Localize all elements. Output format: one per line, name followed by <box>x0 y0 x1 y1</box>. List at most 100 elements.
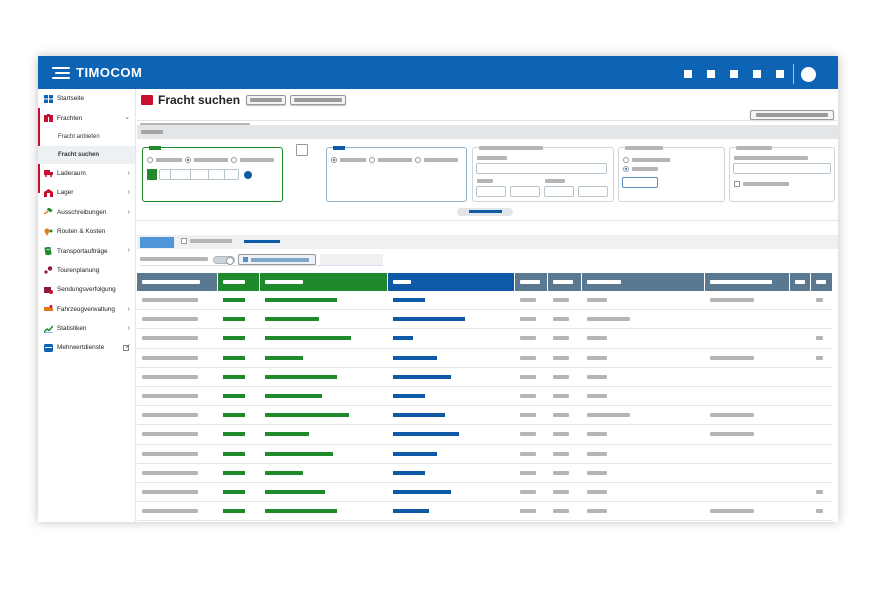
radio-option[interactable] <box>415 157 421 163</box>
country-flag-selector[interactable] <box>147 169 157 180</box>
action-button[interactable] <box>750 110 834 120</box>
table-cell <box>265 509 337 514</box>
sidebar-item-startseite[interactable]: Startseite <box>38 89 135 108</box>
warehouse-icon <box>44 188 53 197</box>
date-from-time-input[interactable] <box>510 186 540 197</box>
location-input[interactable] <box>159 169 239 180</box>
section-header[interactable] <box>137 125 838 139</box>
table-cell <box>142 432 198 437</box>
table-row[interactable] <box>137 425 832 445</box>
column-header[interactable] <box>388 273 515 291</box>
date-from-input[interactable] <box>476 186 506 197</box>
column-header[interactable] <box>515 273 548 291</box>
table-cell <box>520 470 536 475</box>
sidebar-item-tourenplanung[interactable]: Tourenplanung <box>38 261 135 280</box>
column-header[interactable] <box>705 273 790 291</box>
column-header[interactable] <box>218 273 260 291</box>
table-row[interactable] <box>137 368 832 387</box>
table-cell <box>520 317 536 322</box>
logo-text: TIMOCOM <box>76 65 143 80</box>
toggle-switch[interactable] <box>213 256 235 265</box>
column-header[interactable] <box>582 273 705 291</box>
table-cell <box>553 393 569 398</box>
sidebar-item-fahrzeugverwaltung[interactable]: Fahrzeugverwaltung › <box>38 300 135 319</box>
header-square-icon[interactable] <box>753 70 761 78</box>
sidebar-item-routen-kosten[interactable]: Routen & Kosten <box>38 222 135 241</box>
header-button[interactable] <box>246 95 286 105</box>
table-cell <box>587 470 607 475</box>
sidebar-item-lager[interactable]: Lager › <box>38 183 135 202</box>
sidebar-subitem-fracht-suchen[interactable]: Fracht suchen <box>38 145 135 164</box>
radio-option[interactable] <box>331 157 337 163</box>
column-header[interactable] <box>137 273 218 291</box>
external-link-icon[interactable] <box>123 344 130 352</box>
table-row[interactable] <box>137 406 832 426</box>
column-header[interactable] <box>790 273 811 291</box>
sidebar-subitem-fracht-anbieten[interactable]: Fracht anbieten <box>58 133 100 140</box>
table-row[interactable] <box>137 310 832 330</box>
tab-link[interactable] <box>244 240 280 243</box>
logo[interactable]: TIMOCOM <box>52 65 142 80</box>
table-cell <box>587 432 607 437</box>
radio-option[interactable] <box>231 157 237 163</box>
table-cell <box>223 509 245 514</box>
sidebar-item-transportauftraege[interactable]: Transportaufträge › <box>38 241 135 260</box>
swap-checkbox[interactable] <box>296 144 308 156</box>
column-header[interactable] <box>260 273 388 291</box>
column-header[interactable] <box>811 273 832 291</box>
sidebar-item-ausschreibungen[interactable]: Ausschreibungen › <box>38 203 135 222</box>
table-body <box>137 291 832 522</box>
table-cell <box>265 374 337 379</box>
avatar[interactable] <box>801 66 816 82</box>
radio-option[interactable] <box>147 157 153 163</box>
table-row[interactable] <box>137 329 832 349</box>
radio-option[interactable] <box>623 166 629 172</box>
checkbox[interactable] <box>734 181 740 187</box>
sidebar-item-statistiken[interactable]: Statistiken › <box>38 319 135 338</box>
table-row[interactable] <box>137 387 832 407</box>
chevron-right-icon: › <box>127 324 130 332</box>
sidebar-item-mehrwertdienste[interactable]: Mehrwertdienste <box>38 338 135 357</box>
table-cell <box>520 509 536 514</box>
column-header[interactable] <box>548 273 582 291</box>
radio-option[interactable] <box>623 157 629 163</box>
date-to-input[interactable] <box>544 186 574 197</box>
table-cell <box>816 298 823 302</box>
locate-icon[interactable] <box>244 171 252 179</box>
header-square-icon[interactable] <box>684 70 692 78</box>
tab-option[interactable] <box>181 238 232 244</box>
table-row[interactable] <box>137 349 832 368</box>
tab-active[interactable] <box>140 237 174 248</box>
header-square-icon[interactable] <box>707 70 715 78</box>
table-cell <box>816 355 823 360</box>
table-row[interactable] <box>137 483 832 503</box>
table-header <box>137 273 832 291</box>
sidebar-item-sendungsverfolgung[interactable]: Sendungsverfolgung <box>38 280 135 299</box>
weight-input[interactable] <box>622 177 658 188</box>
header-button[interactable] <box>290 95 346 105</box>
chevron-down-icon[interactable]: ⌄ <box>124 114 130 122</box>
table-row[interactable] <box>137 464 832 483</box>
date-to-time-input[interactable] <box>578 186 608 197</box>
filter-button[interactable] <box>238 254 316 265</box>
table-cell <box>223 374 245 379</box>
table-cell <box>393 298 425 302</box>
table-cell <box>393 374 451 379</box>
sidebar-item-laderaum[interactable]: Laderaum › <box>38 164 135 183</box>
freight-icon <box>44 114 53 123</box>
radio-option[interactable] <box>369 157 375 163</box>
table-cell <box>816 489 823 494</box>
header-square-icon[interactable] <box>776 70 784 78</box>
table-cell <box>223 393 245 398</box>
freight-icon <box>141 95 153 105</box>
truck-icon <box>44 170 53 178</box>
header-square-icon[interactable] <box>730 70 738 78</box>
date-input[interactable] <box>476 163 607 174</box>
radio-option[interactable] <box>185 157 191 163</box>
table-row[interactable] <box>137 445 832 464</box>
table-row[interactable] <box>137 291 832 311</box>
expand-filters-button[interactable] <box>457 208 513 216</box>
table-row[interactable] <box>137 502 832 522</box>
extras-input[interactable] <box>733 163 831 174</box>
sidebar-item-frachten[interactable]: Frachten ⌄ <box>38 108 135 127</box>
